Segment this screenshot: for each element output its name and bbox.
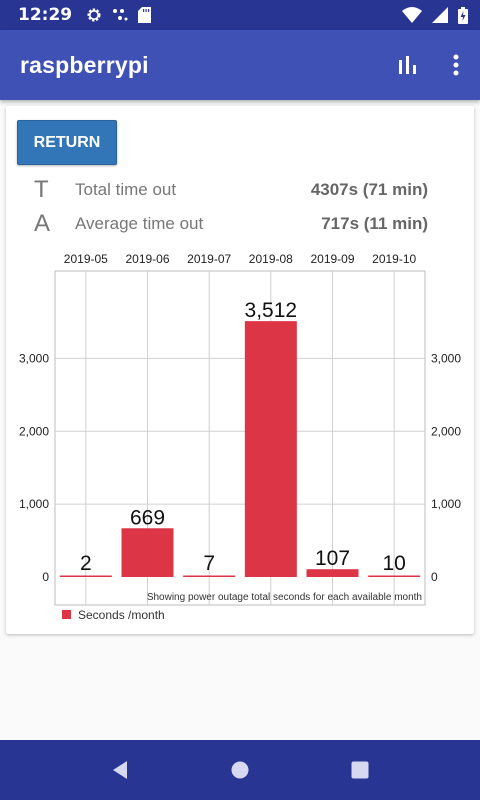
- stat-row-total: T Total time out 4307s (71 min): [6, 175, 474, 205]
- navigation-bar: [0, 740, 480, 800]
- x-tick-label: 2019-06: [125, 252, 169, 266]
- status-time: 12:29: [18, 5, 73, 25]
- bar-chart-icon[interactable]: [384, 41, 432, 89]
- y-tick-label-right: 2,000: [431, 424, 461, 438]
- bar-value-label: 2: [80, 552, 92, 575]
- app-title: raspberrypi: [20, 51, 149, 78]
- plot-frame: [54, 270, 426, 606]
- stat-row-average: A Average time out 717s (11 min): [6, 209, 474, 239]
- stat-value: 4307s (71 min): [310, 180, 428, 199]
- stats-card: RETURN T Total time out 4307s (71 min) A…: [6, 106, 474, 634]
- power-outage-bar-chart: 2019-05 2019-06 2019-07 2019-08 2019-09 2019-…: [19, 252, 461, 622]
- wifi-icon: [402, 7, 422, 23]
- bar: [59, 575, 112, 577]
- bar: [306, 569, 359, 577]
- y-tick-label-right: 3,000: [431, 351, 461, 365]
- x-tick-label: 2019-05: [64, 252, 108, 266]
- signal-icon: [432, 7, 448, 23]
- y-tick-label-right: 0: [431, 570, 438, 584]
- status-bar: 12:29: [0, 0, 480, 30]
- overflow-menu-icon[interactable]: [432, 41, 480, 89]
- bar-value-label: 107: [315, 547, 350, 570]
- bar: [368, 575, 421, 577]
- stat-letter: T: [34, 176, 49, 203]
- dots-icon: [112, 7, 128, 23]
- x-tick-label: 2019-08: [249, 252, 293, 266]
- y-tick-label-left: 3,000: [19, 351, 49, 365]
- stat-letter: A: [34, 210, 51, 237]
- legend-label: Seconds /month: [78, 608, 165, 622]
- x-tick-label: 2019-10: [372, 252, 416, 266]
- recents-icon[interactable]: [330, 740, 390, 800]
- chart-description: Showing power outage total seconds for e…: [147, 592, 422, 603]
- sd-card-icon: [138, 7, 152, 23]
- y-tick-label-left: 1,000: [19, 497, 49, 511]
- bar-value-label: 669: [130, 506, 165, 529]
- stat-label: Average time out: [75, 214, 204, 233]
- stat-value: 717s (11 min): [321, 214, 428, 233]
- x-tick-label: 2019-07: [187, 252, 231, 266]
- y-tick-label-left: 0: [42, 570, 49, 584]
- legend-swatch: [62, 610, 71, 619]
- bar-value-label: 7: [203, 552, 215, 575]
- x-tick-label: 2019-09: [310, 252, 354, 266]
- bar-value-label: 10: [382, 552, 405, 575]
- y-tick-label-left: 2,000: [19, 424, 49, 438]
- app-bar: raspberrypi: [0, 30, 480, 100]
- y-tick-label-right: 1,000: [431, 497, 461, 511]
- bar-value-label: 3,512: [245, 299, 298, 322]
- stat-label: Total time out: [75, 180, 177, 199]
- back-icon[interactable]: [90, 740, 150, 800]
- bar: [183, 575, 236, 577]
- home-icon[interactable]: [210, 740, 270, 800]
- bar: [121, 528, 174, 577]
- gear-icon: [86, 7, 102, 23]
- bar: [244, 321, 297, 577]
- return-button[interactable]: RETURN: [17, 120, 117, 165]
- battery-icon: [458, 6, 468, 24]
